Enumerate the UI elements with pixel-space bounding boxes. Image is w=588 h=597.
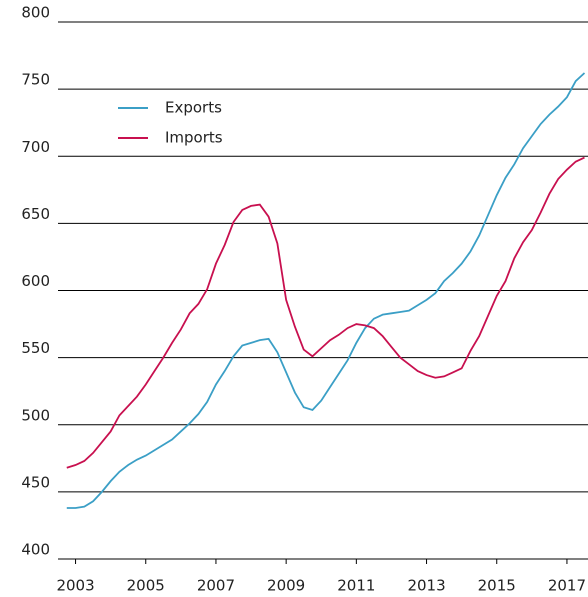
x-tick-label: 2007 — [197, 577, 235, 595]
x-tick-label: 2009 — [267, 577, 305, 595]
x-tick-label: 2005 — [127, 577, 165, 595]
series-line — [66, 156, 585, 469]
x-tick-label: 2015 — [478, 577, 516, 595]
y-tick-label: 700 — [21, 138, 50, 156]
y-tick-label: 650 — [21, 205, 50, 223]
x-tick-label: 2017 — [548, 577, 586, 595]
x-tick-label: 2013 — [407, 577, 445, 595]
y-tick-label: 750 — [21, 71, 50, 89]
legend-label: Imports — [165, 129, 223, 147]
y-tick-label: 600 — [21, 272, 50, 290]
x-tick-label: 2011 — [337, 577, 375, 595]
y-tick-label: 400 — [21, 541, 50, 559]
y-tick-label: 450 — [21, 473, 50, 491]
y-tick-label: 800 — [21, 4, 50, 22]
y-tick-label: 500 — [21, 406, 50, 424]
legend-label: Exports — [165, 99, 222, 117]
series-line — [66, 72, 586, 509]
y-tick-label: 550 — [21, 339, 50, 357]
x-tick-label: 2003 — [56, 577, 94, 595]
